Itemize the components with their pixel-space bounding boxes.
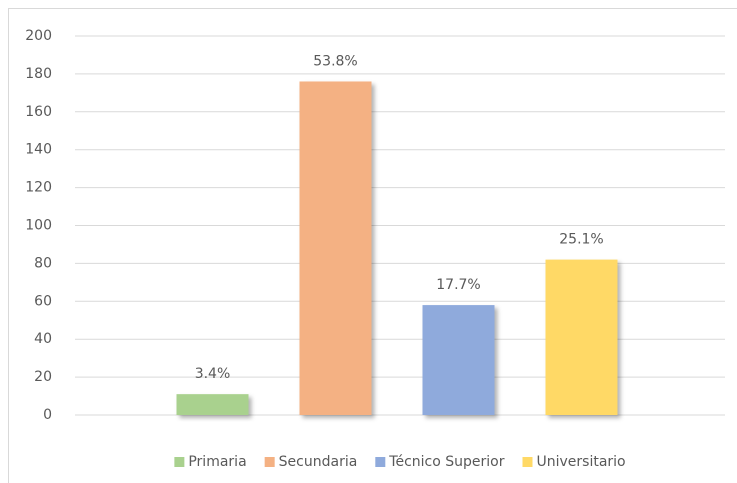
y-tick-label: 180 [25, 66, 52, 82]
data-label: 3.4% [195, 366, 231, 382]
y-tick-label: 160 [25, 104, 52, 120]
y-tick-label: 200 [25, 28, 52, 44]
y-tick-label: 20 [34, 369, 52, 385]
legend-label: Secundaria [279, 454, 358, 470]
legend-swatch [375, 457, 386, 467]
bar [299, 81, 372, 415]
y-tick-label: 40 [34, 331, 52, 347]
legend-swatch [174, 457, 185, 467]
bar [545, 259, 618, 415]
legend-label: Universitario [536, 454, 625, 470]
bar [176, 394, 249, 415]
bar [422, 305, 495, 415]
data-label: 17.7% [436, 277, 480, 293]
chart-border [8, 8, 737, 483]
y-tick-label: 80 [34, 255, 52, 271]
legend-label: Técnico Superior [388, 454, 504, 470]
y-tick-label: 60 [34, 293, 52, 309]
y-tick-label: 0 [43, 407, 52, 423]
y-tick-label: 120 [25, 180, 52, 196]
legend-swatch [264, 457, 275, 467]
legend-label: Primaria [188, 454, 246, 470]
data-label: 53.8% [313, 53, 357, 69]
y-tick-label: 140 [25, 142, 52, 158]
legend-swatch [522, 457, 533, 467]
y-tick-label: 100 [25, 218, 52, 234]
data-label: 25.1% [559, 232, 603, 248]
